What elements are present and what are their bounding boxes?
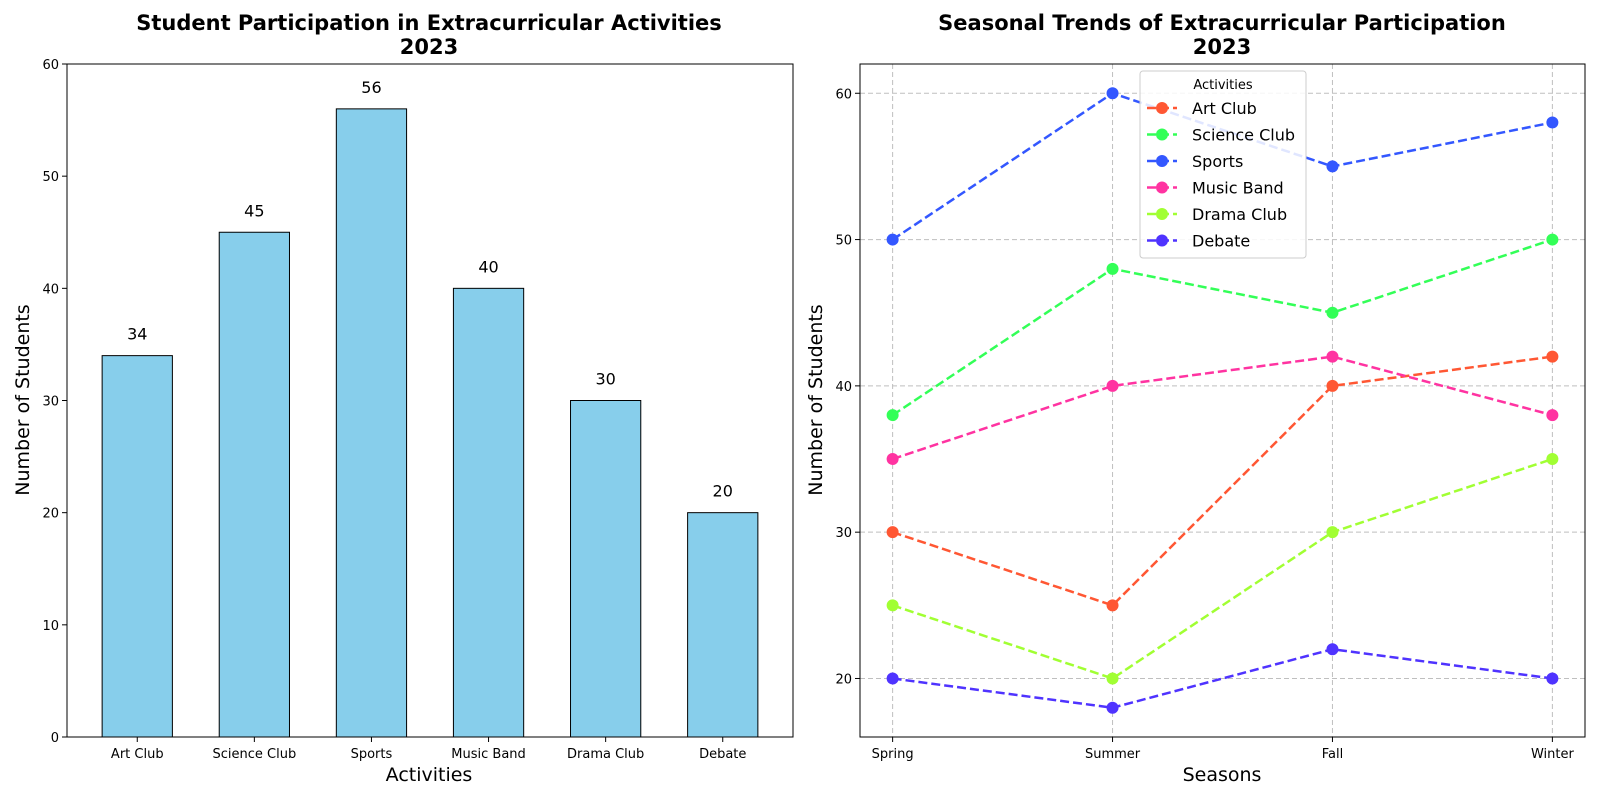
series-point [1326,379,1339,392]
bar-chart-x-axis-label: Activities [386,764,473,786]
line-chart-y-axis-label: Number of Students [805,304,827,495]
bar-chart-y-tick-label: 20 [42,507,59,522]
bar-chart-x-tick-label: Music Band [451,747,526,762]
series-point [1106,672,1119,685]
bar-value-label: 56 [361,78,381,97]
legend-label: Debate [1192,232,1250,251]
bar-chart-title-line-1: Student Participation in Extracurricular… [136,11,722,35]
bar [452,287,525,738]
line-chart-x-ticks: Spring Summer Fall Winter [872,737,1575,762]
line-chart-x-axis-label: Seasons [1183,764,1262,786]
bar-chart-x-tick-label: Debate [699,747,746,762]
series-point [1326,643,1339,656]
bar [101,355,173,738]
series-point [1546,453,1559,466]
legend-title: Activities [1193,78,1253,93]
bar-chart-y-tick-label: 60 [42,58,59,73]
series-line [892,355,1553,607]
series-point [886,526,899,539]
bar-chart-y-axis-label: Number of Students [12,304,34,495]
series-point [1326,350,1339,363]
line-chart-title-line-1: Seasonal Trends of Extracurricular Parti… [938,11,1506,35]
line-chart-x-tick-label: Fall [1322,747,1343,762]
line-chart-title: Seasonal Trends of Extracurricular Parti… [938,11,1506,59]
legend-swatch-marker [1156,181,1168,194]
line-chart-panel: Seasonal Trends of Extracurricular Parti… [805,11,1586,786]
line-chart-y-tick-label: 60 [835,87,852,102]
line-chart-y-tick-label: 20 [835,672,852,687]
bar [335,108,408,738]
series-point [1106,701,1119,714]
series-point [1546,350,1559,363]
series-line [892,355,1553,461]
series-point [886,453,899,466]
line-chart-y-tick-label: 50 [835,234,852,249]
line-chart-x-tick-label: Spring [872,747,914,762]
bar-chart-x-tick-label: Drama Club [567,747,644,762]
bar-chart-y-tick-label: 50 [42,170,59,185]
legend-swatch-marker [1156,155,1168,167]
series-point [1546,116,1559,129]
series-line [891,238,1553,417]
series-point [1106,599,1119,612]
bar-chart-y-ticks: 0 10 20 30 40 50 60 [42,58,67,746]
series-point [1546,409,1559,422]
legend-label: Drama Club [1192,205,1287,224]
legend-swatch-marker [1156,102,1168,114]
bar-value-label: 34 [127,325,147,344]
legend-box [1139,70,1307,259]
bar-chart-panel: Student Participation in Extracurricular… [12,11,794,786]
bar [687,512,759,738]
series-point [1546,233,1559,246]
legend-swatch-marker [1156,234,1168,247]
series-point [886,599,899,612]
line-chart-y-ticks: 20 30 40 50 60 [835,87,860,687]
legend-label: Sports [1192,152,1243,171]
bar-chart-x-tick-label: Science Club [212,747,296,762]
bar-chart-title: Student Participation in Extracurricular… [136,11,722,59]
bar [570,400,642,738]
bar-value-label: 20 [713,482,733,501]
legend-label: Art Club [1192,99,1257,118]
series-point [1106,379,1119,392]
series-point [886,672,899,685]
series-point [1106,87,1119,100]
bar-chart-x-ticks: Art Club Science Club Sports Music Band Dram… [111,737,746,762]
bar-chart-plot-area: 34 45 56 40 30 20 [101,78,759,738]
series-point [886,233,899,246]
bar [218,231,290,738]
line-chart-y-tick-label: 30 [835,526,852,541]
legend-swatch-marker [1156,128,1168,141]
legend-label: Music Band [1192,179,1284,198]
bar-value-label: 40 [478,257,498,276]
series-point [1326,526,1339,539]
bar-chart-y-tick-label: 30 [42,395,59,410]
line-chart-x-tick-label: Summer [1085,747,1141,762]
series-line [892,647,1553,710]
line-chart-x-tick-label: Winter [1531,747,1575,762]
series-point [1106,262,1119,275]
series-point [1546,672,1559,685]
series-point [1326,306,1339,319]
line-chart-legend: Activities Art Club Science Club Sports Musi… [1139,70,1307,259]
bar-chart-y-tick-label: 0 [51,731,59,746]
bar-value-label: 45 [244,201,264,220]
line-chart-frame [859,63,1586,738]
line-chart-y-tick-label: 40 [835,380,852,395]
bar-chart-x-tick-label: Sports [351,747,393,762]
bar-chart-y-tick-label: 40 [42,282,59,297]
bar-chart-frame [66,63,794,738]
legend-swatch-marker [1156,208,1168,220]
bar-value-label: 30 [595,370,615,389]
legend-label: Science Club [1192,126,1295,145]
series-line [892,457,1553,680]
bar-chart-x-tick-label: Art Club [111,747,164,762]
series-point [1326,160,1339,173]
bar-chart-title-line-2: 2023 [400,35,458,59]
series-point [886,409,899,422]
bar-chart-y-tick-label: 10 [42,619,59,634]
line-chart-title-line-2: 2023 [1193,35,1251,59]
